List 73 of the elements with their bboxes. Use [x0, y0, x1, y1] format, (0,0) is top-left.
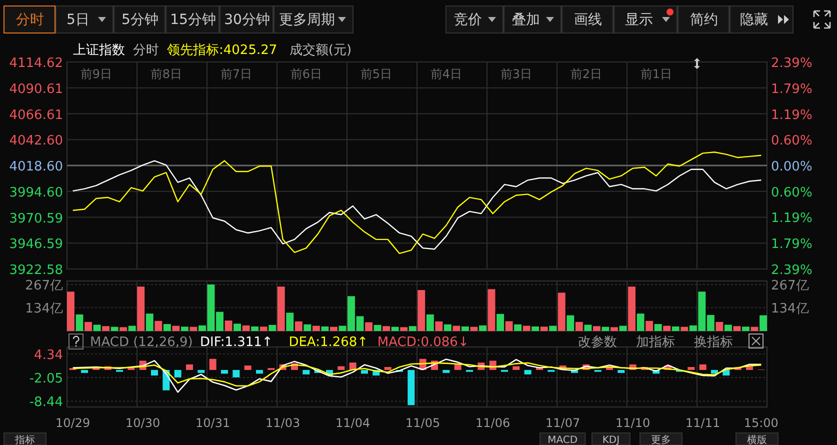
text: MACD: [548, 435, 578, 445]
y-tick-label: 3946.59: [9, 237, 63, 252]
y2-tick-label: 1.79%: [771, 82, 812, 97]
x-tick-label: 10/30: [126, 416, 160, 430]
y-tick-label: 4090.61: [9, 82, 63, 97]
text: 5分钟: [122, 12, 158, 28]
text: 叠加: [512, 12, 540, 28]
y-tick-label: -2.05: [29, 372, 63, 387]
y2-tick-label: 1.19%: [771, 108, 812, 123]
x-tick-label: 前4日: [430, 67, 462, 81]
x-tick-label: 10/31: [196, 416, 230, 430]
x-tick-label: 前7日: [220, 67, 252, 81]
y-tick-label: 134亿: [25, 302, 63, 317]
x-tick-label: 前6日: [290, 67, 322, 81]
x-tick-label: 前5日: [360, 67, 392, 81]
annotation: 改参数: [578, 335, 617, 350]
x-tick-label: 15:00: [744, 416, 778, 430]
y-tick-label: 3970.59: [9, 211, 63, 226]
series-label: DEA:1.268↑: [288, 335, 368, 350]
y2-tick-label: 2.39%: [771, 56, 812, 71]
text: 隐藏: [740, 12, 768, 28]
y-tick-label: 4114.62: [9, 56, 63, 71]
y2-tick-label: 1.19%: [771, 211, 812, 226]
y-tick-label: 3922.58: [9, 263, 63, 278]
text: 30分钟: [224, 12, 270, 28]
text: 领先指标:4025.27: [167, 43, 278, 58]
y-tick-label: 4018.60: [9, 160, 63, 174]
text: 画线: [574, 12, 602, 28]
x-tick-label: 11/04: [336, 416, 370, 430]
text: 指标: [14, 434, 35, 445]
x-tick-label: 10/29: [56, 416, 90, 430]
text: 竞价: [454, 12, 482, 28]
text: KDJ: [602, 435, 620, 445]
annotation: 加指标: [636, 335, 675, 350]
text: 分时: [16, 12, 44, 28]
text: 更多: [651, 434, 671, 445]
y2-tick-label: 2.39%: [771, 263, 812, 278]
text: 15分钟: [170, 12, 216, 28]
y2-tick-label: 267亿: [771, 278, 809, 294]
x-tick-label: 11/06: [476, 416, 510, 430]
y2-tick-label: 0.00%: [771, 160, 812, 174]
text: 简约: [690, 12, 718, 28]
text: 更多周期: [279, 12, 335, 28]
y-tick-label: 4042.60: [9, 134, 63, 149]
y-tick-label: 4.34: [34, 348, 63, 363]
text: 上证指数: [73, 43, 125, 58]
chart-title: MACD (12,26,9): [90, 335, 193, 350]
y2-tick-label: 1.79%: [771, 237, 812, 252]
text: 横版: [747, 434, 767, 445]
x-tick-label: 前2日: [570, 67, 602, 81]
series-label: DIF:1.311↑: [200, 335, 273, 350]
x-tick-label: 11/07: [546, 416, 580, 430]
x-tick-label: 前1日: [640, 67, 672, 81]
y-tick-label: 3994.60: [9, 185, 63, 200]
chart-subtitle: 分时: [133, 43, 159, 58]
series-label: MACD:0.086↓: [377, 335, 469, 350]
y2-tick-label: 134亿: [771, 302, 809, 317]
y-tick-label: 4066.61: [9, 108, 63, 123]
y-tick-label: 267亿: [25, 278, 63, 294]
x-tick-label: 前9日: [80, 67, 112, 81]
x-tick-label: 11/10: [616, 416, 650, 430]
y-tick-label: -8.44: [29, 395, 63, 410]
x-tick-label: 11/11: [686, 416, 720, 430]
text: 5日: [66, 12, 90, 28]
text: 显示: [625, 12, 653, 28]
y2-tick-label: 0.60%: [771, 134, 812, 149]
annotation: 换指标: [694, 335, 733, 350]
x-tick-label: 前3日: [500, 67, 532, 81]
x-tick-label: 11/05: [406, 416, 440, 430]
y2-tick-label: 0.60%: [771, 185, 812, 200]
x-tick-label: 11/03: [266, 416, 300, 430]
x-tick-label: 前8日: [150, 67, 182, 81]
text: 成交额(元): [289, 42, 352, 58]
